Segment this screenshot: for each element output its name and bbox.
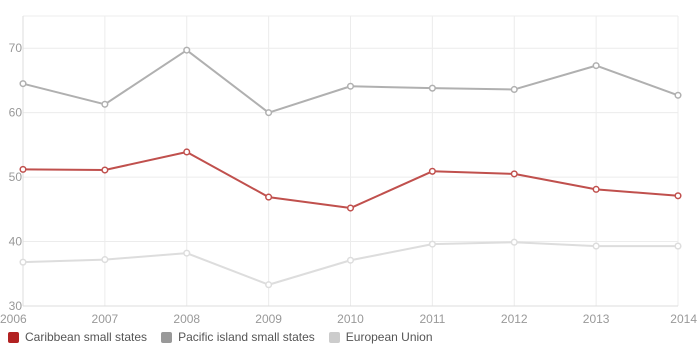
x-tick-label: 2013 xyxy=(583,312,610,326)
chart-legend: Caribbean small states Pacific island sm… xyxy=(8,330,433,344)
data-point-caribbean-small-states[interactable] xyxy=(428,167,436,175)
data-point-caribbean-small-states[interactable] xyxy=(346,204,355,212)
x-tick-label: 2014 xyxy=(670,312,697,326)
data-point-pacific-island-small-states[interactable] xyxy=(19,80,27,88)
data-point-european-union[interactable] xyxy=(183,249,191,257)
legend-item-eu[interactable]: European Union xyxy=(328,330,433,344)
data-point-caribbean-small-states[interactable] xyxy=(101,166,109,174)
data-point-pacific-island-small-states[interactable] xyxy=(183,46,191,54)
data-point-pacific-island-small-states[interactable] xyxy=(592,62,600,70)
x-tick-label: 2012 xyxy=(501,312,528,326)
y-tick-label: 40 xyxy=(9,235,23,249)
data-point-pacific-island-small-states[interactable] xyxy=(510,85,518,94)
data-point-european-union[interactable] xyxy=(265,281,273,289)
legend-label-caribbean: Caribbean small states xyxy=(25,330,148,344)
y-tick-label: 50 xyxy=(9,170,23,184)
data-point-caribbean-small-states[interactable] xyxy=(510,170,518,178)
data-point-caribbean-small-states[interactable] xyxy=(183,148,191,156)
x-tick-label: 2010 xyxy=(337,312,364,326)
legend-item-caribbean[interactable]: Caribbean small states xyxy=(8,330,147,344)
x-tick-label: 2007 xyxy=(92,312,119,326)
y-tick-label: 60 xyxy=(9,106,23,120)
legend-swatch-eu xyxy=(328,331,340,343)
data-point-pacific-island-small-states[interactable] xyxy=(428,84,436,92)
legend-item-pacific[interactable]: Pacific island small states xyxy=(161,330,315,344)
x-tick-label: 2009 xyxy=(255,312,282,326)
data-point-european-union[interactable] xyxy=(101,256,109,264)
data-point-pacific-island-small-states[interactable] xyxy=(101,100,109,108)
x-tick-label: 2008 xyxy=(173,312,200,326)
legend-swatch-caribbean xyxy=(8,331,19,343)
data-point-european-union[interactable] xyxy=(510,238,518,246)
data-point-caribbean-small-states[interactable] xyxy=(674,192,682,200)
x-tick-label: 2011 xyxy=(419,312,445,326)
y-tick-label: 70 xyxy=(9,41,23,55)
data-point-pacific-island-small-states[interactable] xyxy=(265,109,273,117)
data-point-pacific-island-small-states[interactable] xyxy=(346,82,355,90)
legend-swatch-pacific xyxy=(161,331,173,343)
y-tick-label: 30 xyxy=(9,299,23,313)
data-point-caribbean-small-states[interactable] xyxy=(265,193,273,201)
data-point-caribbean-small-states[interactable] xyxy=(19,165,27,173)
data-point-european-union[interactable] xyxy=(19,258,27,266)
x-tick-label: 2006 xyxy=(0,312,27,326)
data-point-pacific-island-small-states[interactable] xyxy=(674,91,682,99)
legend-label-eu: European Union xyxy=(345,330,433,344)
data-point-european-union[interactable] xyxy=(674,242,682,250)
line-chart: 30 40 50 60 70 2006 2007 2008 2009 2010 2011 2012 20… xyxy=(0,15,697,326)
data-point-european-union[interactable] xyxy=(428,240,436,248)
data-point-european-union[interactable] xyxy=(592,242,600,250)
data-point-caribbean-small-states[interactable] xyxy=(592,185,600,193)
legend-label-pacific: Pacific island small states xyxy=(178,330,315,344)
data-point-european-union[interactable] xyxy=(346,256,355,264)
